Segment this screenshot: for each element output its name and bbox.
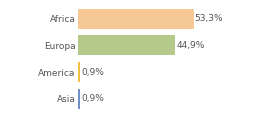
Bar bbox=[78, 35, 175, 55]
Text: 0,9%: 0,9% bbox=[81, 94, 104, 103]
Bar bbox=[78, 9, 193, 29]
Text: 44,9%: 44,9% bbox=[176, 41, 205, 50]
Bar bbox=[78, 89, 80, 109]
Text: 53,3%: 53,3% bbox=[195, 14, 223, 23]
Bar bbox=[78, 62, 80, 82]
Text: 0,9%: 0,9% bbox=[81, 68, 104, 77]
